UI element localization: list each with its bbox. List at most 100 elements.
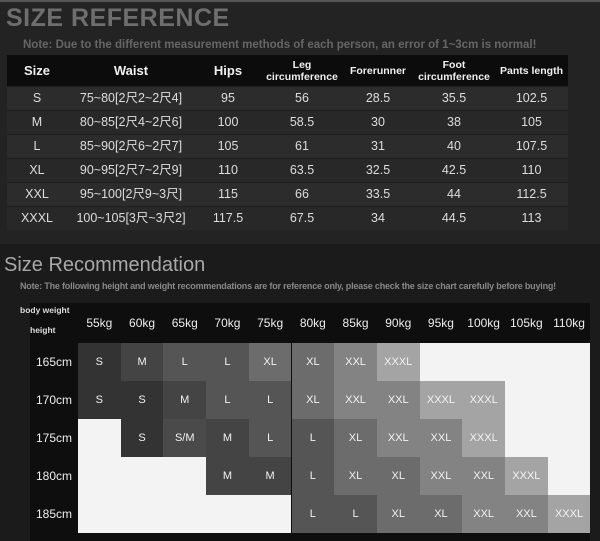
table-cell: 35.5	[413, 86, 495, 111]
size-cell: M	[206, 457, 249, 495]
empty-cell	[206, 495, 249, 533]
table-cell: M	[7, 110, 67, 135]
size-cell: XL	[248, 343, 292, 381]
table-row: S 75~80[2尺2~2尺4] 95 56 28.5 35.5 102.5	[7, 86, 568, 111]
empty-cell	[163, 457, 207, 495]
size-cell: L	[291, 457, 335, 495]
top-border	[0, 0, 600, 2]
size-reference-note: Note: Due to the different measurement m…	[23, 39, 537, 51]
table-cell: 95	[195, 86, 261, 111]
size-cell: L	[334, 495, 377, 533]
table-cell: 66	[261, 182, 343, 207]
table-cell: L	[7, 134, 67, 159]
header-foot-circumference: Foot circumference	[413, 55, 495, 87]
table-cell: 31	[343, 134, 413, 159]
empty-cell	[120, 457, 164, 495]
table-cell: 107.5	[495, 134, 568, 159]
size-cell: XL	[376, 495, 420, 533]
size-cell: L	[291, 419, 335, 457]
size-cell: XXL	[462, 495, 505, 533]
size-cell: L	[206, 343, 249, 381]
height-header: 165cm	[35, 355, 73, 369]
size-cell: XXXL	[462, 381, 505, 419]
table-cell: 32.5	[343, 158, 413, 183]
weight-header: 85kg	[342, 316, 369, 330]
size-reference-title: SIZE REFERENCE	[6, 4, 230, 32]
size-cell: XL	[334, 419, 377, 457]
table-cell: XL	[7, 158, 67, 183]
size-cell: S/M	[163, 419, 207, 457]
size-cell: S	[78, 343, 121, 381]
empty-cell	[505, 381, 548, 419]
table-cell: 95~100[2尺9~3尺]	[67, 182, 195, 207]
weight-header: 95kg	[427, 316, 454, 330]
size-cell: XXL	[376, 381, 420, 419]
table-cell: 105	[195, 134, 261, 159]
size-cell: XXXL	[419, 381, 463, 419]
height-header: 180cm	[35, 469, 73, 483]
table-cell: 42.5	[413, 158, 495, 183]
table-cell: 38	[413, 110, 495, 135]
header-leg-circumference: Leg circumference	[261, 55, 343, 87]
grid-corner: body weight height	[20, 303, 78, 343]
table-cell: 56	[261, 86, 343, 111]
weight-header: 110kg	[553, 316, 585, 330]
header-pants-length: Pants length	[495, 55, 568, 87]
empty-cell	[419, 343, 463, 381]
empty-cell	[78, 457, 121, 495]
size-cell: XXL	[334, 381, 377, 419]
table-cell: 100	[195, 110, 261, 135]
corner-height-label: height	[30, 325, 56, 335]
empty-cell	[78, 419, 121, 457]
size-cell: M	[120, 343, 164, 381]
table-cell: 110	[495, 158, 568, 183]
header-forerunner: Forerunner	[343, 55, 413, 87]
weight-header: 90kg	[385, 316, 412, 330]
size-recommendation-note: Note: The following height and weight re…	[20, 281, 556, 291]
size-cell: XXXL	[505, 457, 548, 495]
table-cell: 100~105[3尺~3尺2]	[67, 206, 195, 230]
size-cell: XL	[334, 457, 377, 495]
table-row: L 85~90[2尺6~2尺7] 105 61 31 40 107.5	[7, 134, 568, 159]
empty-cell	[547, 419, 591, 457]
header-hips: Hips	[195, 55, 261, 87]
size-recommendation-title: Size Recommendation	[4, 254, 206, 276]
table-cell: 113	[495, 206, 568, 230]
size-cell: L	[163, 343, 207, 381]
empty-cell	[505, 343, 548, 381]
size-cell: L	[248, 419, 292, 457]
table-row: XL 90~95[2尺7~2尺9] 110 63.5 32.5 42.5 110	[7, 158, 568, 183]
size-cell: XXL	[376, 419, 420, 457]
size-cell: XXL	[505, 495, 548, 533]
corner-weight-label: body weight	[20, 305, 70, 315]
weight-header: 100kg	[467, 316, 500, 330]
size-reference-table: Size Waist Hips Leg circumference Foreru…	[7, 55, 568, 230]
table-cell: 63.5	[261, 158, 343, 183]
weight-header: 105kg	[509, 316, 543, 330]
table-cell: 102.5	[495, 86, 568, 111]
table-row: XXXL 100~105[3尺~3尺2] 117.5 67.5 34 44.5 113	[7, 206, 568, 230]
size-recommendation-grid: body weight height 55kg 60kg 65kg 70kg 75kg 8…	[20, 303, 591, 541]
empty-cell	[78, 495, 121, 533]
weight-header: 70kg	[214, 316, 241, 330]
table-cell: 34	[343, 206, 413, 230]
table-cell: 61	[261, 134, 343, 159]
size-cell: XXXL	[462, 419, 505, 457]
size-cell: XL	[291, 381, 335, 419]
table-cell: 85~90[2尺6~2尺7]	[67, 134, 195, 159]
empty-cell	[462, 343, 505, 381]
table-cell: S	[7, 86, 67, 111]
size-cell: L	[248, 381, 292, 419]
size-cell: M	[163, 381, 207, 419]
size-cell: M	[248, 457, 292, 495]
size-cell: XXL	[419, 419, 463, 457]
header-waist: Waist	[67, 55, 195, 87]
empty-cell	[547, 343, 591, 381]
size-cell: XL	[376, 457, 420, 495]
empty-cell	[120, 495, 164, 533]
height-header: 185cm	[35, 507, 73, 521]
table-cell: 90~95[2尺7~2尺9]	[67, 158, 195, 183]
empty-cell	[547, 381, 591, 419]
table-cell: 40	[413, 134, 495, 159]
size-cell: L	[291, 495, 335, 533]
